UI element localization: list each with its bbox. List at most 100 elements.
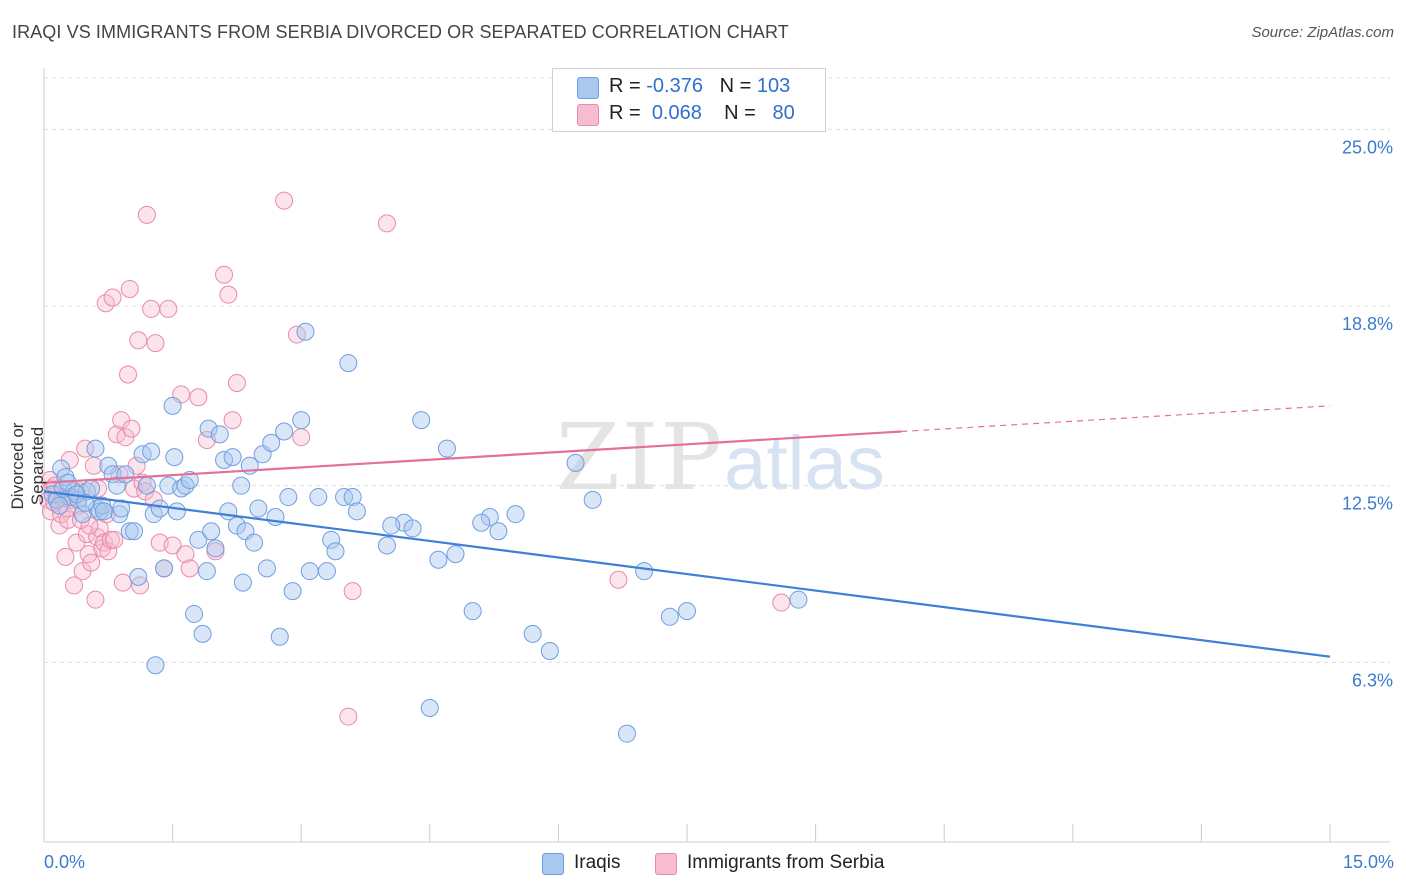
serbia-point xyxy=(76,439,95,458)
serbia-point xyxy=(56,547,75,566)
iraqis-point xyxy=(129,567,148,586)
iraqis-point xyxy=(446,545,465,564)
iraqis-point xyxy=(163,396,182,415)
y-tick-labels: 6.3% 12.5% 18.8% 25.0% xyxy=(1342,137,1393,690)
iraqis-point xyxy=(50,496,69,515)
chart-title: IRAQI VS IMMIGRANTS FROM SERBIA DIVORCED… xyxy=(12,22,789,42)
iraqis-point xyxy=(167,502,186,521)
iraqis-point xyxy=(412,411,431,430)
iraqis-point xyxy=(635,562,654,581)
iraqis-point xyxy=(142,442,161,461)
y-tick-label: 25.0% xyxy=(1342,137,1393,157)
legend-swatch-iraqis xyxy=(577,77,599,99)
serbia-point xyxy=(142,299,161,318)
iraqis-point xyxy=(678,602,696,621)
correlation-legend: R = -0.376 N = 103 R = 0.068 N = 80 xyxy=(552,68,826,132)
iraqis-point xyxy=(197,562,216,581)
iraqis-point xyxy=(789,590,808,609)
iraqis-point xyxy=(489,522,508,541)
axes xyxy=(43,68,1390,843)
serbia-point xyxy=(50,516,69,535)
iraqis-point xyxy=(95,502,114,521)
serbia-point xyxy=(122,419,141,438)
serbia-point xyxy=(180,559,199,578)
iraqis-point xyxy=(523,624,542,643)
iraqis-point xyxy=(480,508,499,527)
iraqis-point xyxy=(283,582,302,601)
iraqis-point xyxy=(257,559,276,578)
iraqis-point xyxy=(429,550,448,569)
x-tick-label-min: 0.0% xyxy=(44,852,86,872)
iraqis-point xyxy=(403,519,422,538)
iraqis-point xyxy=(339,354,358,373)
serbia-point xyxy=(377,214,396,233)
iraqis-point xyxy=(202,522,221,541)
x-tick-label-max: 15.0% xyxy=(1342,852,1394,872)
iraqis-trend-line xyxy=(43,490,1331,658)
iraqis-point xyxy=(86,439,105,458)
series-iraqis-points xyxy=(43,322,808,743)
iraqis-point xyxy=(116,465,135,484)
iraqis-point xyxy=(189,530,208,549)
iraqis-point xyxy=(270,627,289,646)
iraqis-point xyxy=(566,453,585,472)
iraqis-point xyxy=(326,542,345,561)
iraqis-point xyxy=(322,530,341,549)
iraqis-point xyxy=(292,411,311,430)
iraqis-point xyxy=(180,470,199,489)
iraqis-point xyxy=(463,602,482,621)
serbia-point xyxy=(609,570,628,589)
y-tick-label: 18.8% xyxy=(1342,314,1393,334)
iraqis-point xyxy=(382,516,401,535)
serbia-point xyxy=(159,299,178,318)
series-legend: Iraqis Immigrants from Serbia xyxy=(0,852,1406,878)
iraqis-point xyxy=(420,699,439,718)
iraqis-point xyxy=(120,522,139,541)
iraqis-point xyxy=(275,422,294,441)
iraqis-point xyxy=(199,419,218,438)
legend-label-iraqis: Iraqis xyxy=(574,852,621,873)
iraqis-point xyxy=(317,562,336,581)
serbia-point xyxy=(80,516,99,535)
serbia-point xyxy=(103,288,122,307)
y-tick-label: 6.3% xyxy=(1352,670,1393,690)
serbia-point xyxy=(99,542,118,561)
iraqis-point xyxy=(472,513,491,532)
iraqis-point xyxy=(125,522,144,541)
serbia-point xyxy=(119,365,138,384)
iraqis-point xyxy=(233,573,252,592)
serbia-point xyxy=(275,191,294,210)
iraqis-point xyxy=(112,499,131,518)
iraqis-point xyxy=(185,604,204,623)
source-label: Source: ZipAtlas.com xyxy=(1251,24,1394,41)
iraqis-point xyxy=(300,562,319,581)
iraqis-point xyxy=(206,539,225,558)
legend-r-value: 0.068 xyxy=(651,102,702,124)
trend-lines xyxy=(43,405,1331,658)
iraqis-point xyxy=(660,607,679,626)
iraqis-point xyxy=(155,559,174,578)
serbia-point xyxy=(129,331,148,350)
iraqis-point xyxy=(150,499,169,518)
iraqis-point xyxy=(583,490,602,509)
iraqis-point xyxy=(279,488,298,507)
legend-n-value: 80 xyxy=(772,102,795,124)
iraqis-point xyxy=(245,533,264,552)
serbia-point xyxy=(82,553,101,572)
serbia-point xyxy=(163,536,182,555)
legend-swatch-iraqis xyxy=(542,853,564,875)
iraqis-point xyxy=(146,656,165,675)
serbia-point xyxy=(339,707,358,726)
iraqis-point xyxy=(343,488,362,507)
serbia-point xyxy=(120,279,139,298)
legend-n-label: N = xyxy=(724,102,762,124)
iraqis-point xyxy=(296,322,315,341)
serbia-point xyxy=(292,428,311,447)
serbia-point xyxy=(65,576,84,595)
iraqis-point xyxy=(165,448,184,467)
legend-swatch-serbia xyxy=(655,853,677,875)
serbia-point xyxy=(215,265,234,284)
iraqis-point xyxy=(540,642,559,660)
legend-r-label: R = xyxy=(609,102,647,124)
